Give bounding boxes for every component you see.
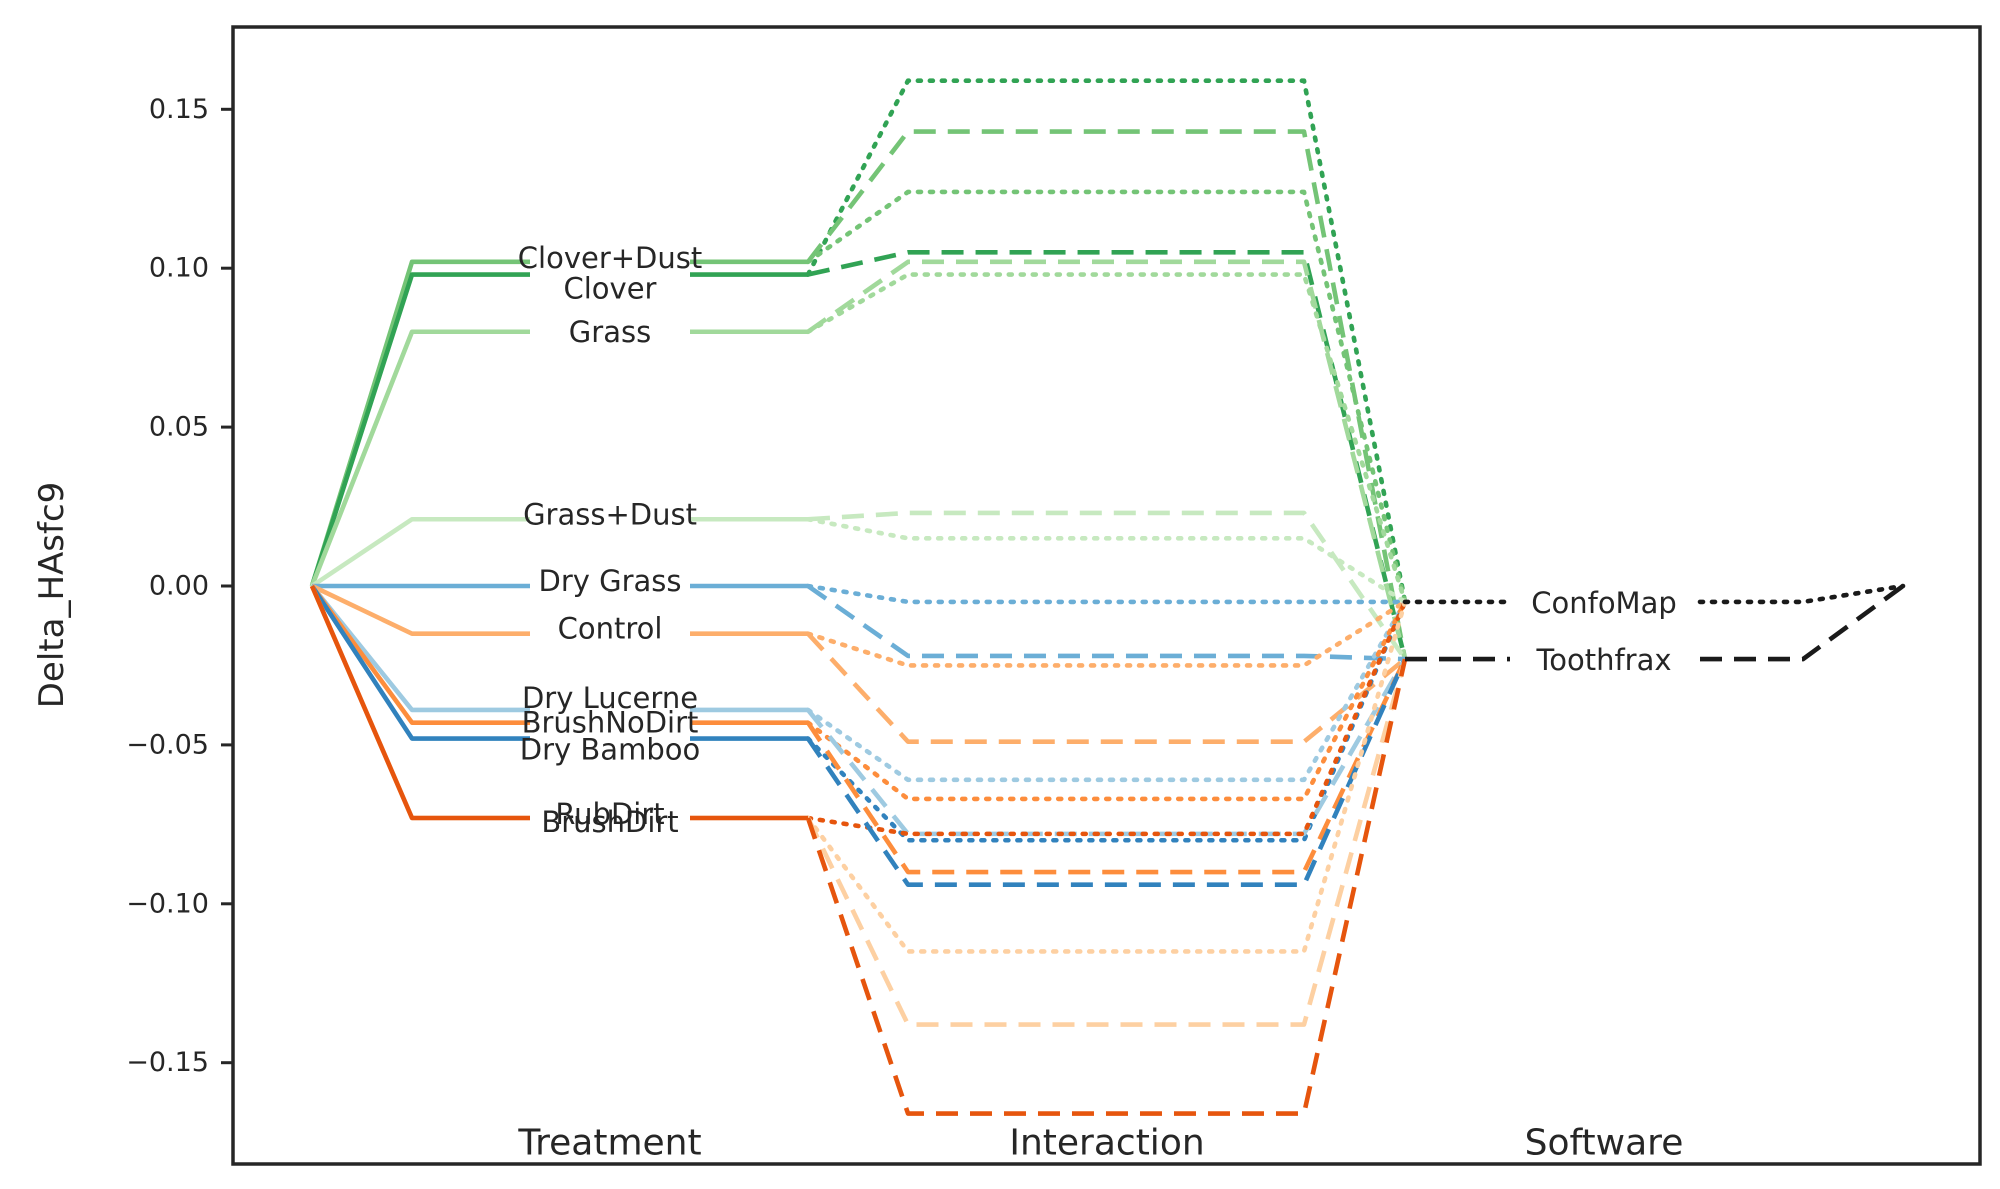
interaction-line-brushnodirt-toothfrax (806, 658, 1408, 875)
interaction-line-rubdirt-toothfrax (805, 658, 1408, 1027)
interaction-line-dry-grass-toothfrax (806, 584, 1406, 662)
label-control: Control (558, 612, 663, 646)
interaction-line-clover-dust-toothfrax (806, 129, 1408, 660)
label-clover-dust: Clover+Dust (518, 241, 702, 275)
interaction-line-brushnodirt-confomap (805, 599, 1408, 802)
label-confomap: ConfoMap (1531, 586, 1677, 620)
interaction-line-clover-toothfrax (807, 250, 1408, 660)
interaction-line-grass-toothfrax (806, 259, 1408, 660)
y-tick-label: 0.10 (149, 253, 209, 284)
interaction-line-dry-grass-confomap (805, 583, 1408, 605)
y-tick-label: 0.15 (149, 94, 209, 125)
label-rubdirt: RubDirt (555, 797, 664, 831)
treatment-line-dry-lucerne (310, 584, 530, 713)
interaction-line-brushdirt-toothfrax (805, 658, 1408, 1116)
interaction-line-rubdirt-confomap (805, 599, 1408, 954)
software-line-confomap-right (1697, 583, 1906, 605)
y-tick-label: 0.05 (149, 412, 209, 443)
label-toothfrax: Toothfrax (1535, 643, 1671, 677)
group-label-interaction: Interaction (1009, 1123, 1204, 1164)
treatment-line-brushnodirt (310, 584, 530, 725)
interaction-line-grass-dust-toothfrax (807, 510, 1407, 661)
treatment-line-brushdirt (309, 585, 530, 821)
interaction-line-grass-confomap (805, 272, 1408, 605)
interaction-line-dry-lucerne-confomap (805, 599, 1408, 783)
interaction-line-clover-confomap (805, 78, 1408, 605)
label-brushdirt: BrushDirt (541, 805, 678, 839)
y-tick-label: −0.05 (126, 729, 209, 760)
label-brushnodirt: BrushNoDirt (522, 706, 699, 740)
y-tick-label: 0.00 (149, 571, 209, 602)
treatment-line-dry-bamboo (310, 584, 530, 741)
label-grass: Grass (569, 315, 651, 349)
y-axis-ticks: 0.15 0.10 0.05 0.00 −0.05 −0.10 −0.15 (126, 94, 233, 1078)
label-dry-bamboo: Dry Bamboo (520, 733, 700, 767)
plot-lines (309, 78, 1906, 1116)
group-labels: Treatment Interaction Software (517, 1123, 1683, 1164)
label-grass-dust: Grass+Dust (523, 497, 697, 531)
group-label-software: Software (1525, 1123, 1684, 1164)
label-clover: Clover (564, 272, 657, 306)
interaction-line-dry-bamboo-confomap (805, 599, 1408, 843)
interaction-line-control-confomap (805, 599, 1408, 668)
label-dry-grass: Dry Grass (538, 564, 681, 598)
interaction-line-brushdirt-confomap (805, 599, 1408, 837)
interaction-line-grass-dust-confomap (805, 516, 1408, 605)
interaction-line-clover-dust-confomap (805, 189, 1408, 605)
plot-frame (231, 25, 1982, 1166)
treatment-line-control (311, 583, 530, 636)
treatment-line-clover (309, 272, 530, 587)
treatment-line-rubdirt (309, 585, 530, 821)
software-line-toothfrax-right (1700, 584, 1905, 662)
y-tick-label: −0.15 (126, 1047, 209, 1078)
y-tick-label: −0.10 (126, 888, 209, 919)
treatment-line-grass (309, 329, 530, 587)
interaction-line-control-toothfrax (806, 632, 1407, 745)
y-axis-title: Delta_HAsfc9 (32, 482, 72, 709)
treatment-line-clover-dust (309, 259, 530, 587)
interaction-line-dry-bamboo-toothfrax (806, 658, 1408, 888)
group-label-treatment: Treatment (517, 1123, 701, 1164)
treatment-line-grass-dust (310, 516, 530, 588)
label-dry-lucerne: Dry Lucerne (522, 681, 698, 715)
